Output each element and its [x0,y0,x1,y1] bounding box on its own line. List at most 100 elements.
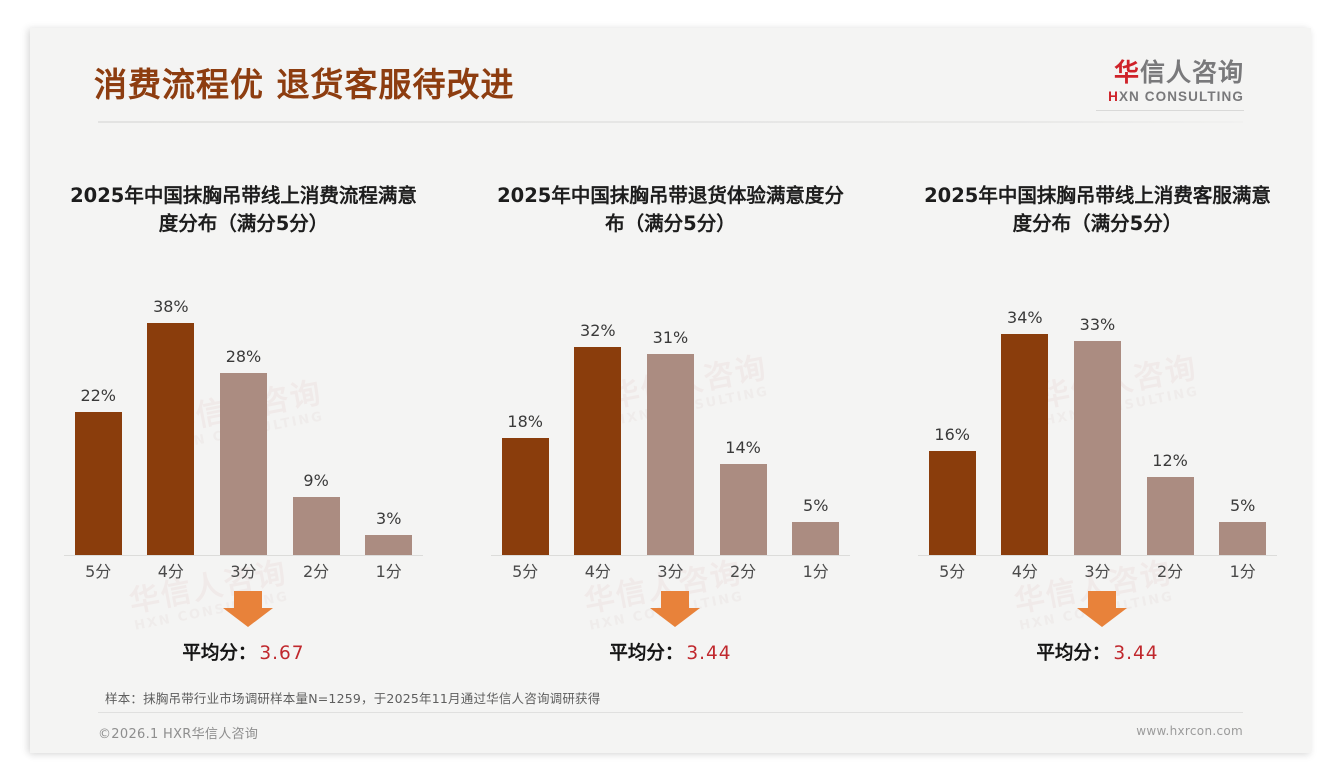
x-tick-label: 5分 [512,562,539,581]
down-arrow-icon [221,591,275,627]
bar[interactable] [1146,477,1194,555]
x-tick-label: 2分 [729,562,757,581]
header-divider [98,121,1243,123]
average-score-label: 平均分： [609,643,684,664]
bar[interactable] [574,347,622,555]
x-tick-label: 2分 [303,562,330,581]
bar-column: 31% [636,297,704,555]
bar-value-label: 28% [225,347,262,366]
bar-column: 16% [918,297,986,555]
average-score: 平均分： 3.44 [457,639,884,665]
bar-column: 34% [991,297,1059,555]
average-score: 平均分： 3.44 [884,639,1311,665]
page-title: 消费流程优 退货客服待改进 [94,65,515,104]
bar-group: 18% 32% 31% 14% [491,297,850,555]
bar[interactable] [365,535,413,555]
x-tick-label: 5分 [939,562,966,581]
chart-panel-return-experience: 2025年中国抹胸吊带退货体验满意度分布（满分5分） 18% 32% 31% [457,154,884,674]
plot-area: 18% 32% 31% 14% [457,266,884,556]
bar-value-label: 33% [1079,315,1116,334]
x-tick-label: 2分 [1156,562,1184,581]
average-score-label: 平均分： [1036,643,1111,664]
bar[interactable] [292,497,340,555]
bar-column: 28% [209,297,277,555]
x-tick-label: 3分 [230,562,257,581]
logo-english-rest: XN CONSULTING [1118,89,1244,104]
bar[interactable] [1001,334,1049,555]
average-score-label: 平均分： [182,643,257,664]
bar-column: 32% [564,297,632,555]
bar-group: 22% 38% 28% 9% [64,297,423,555]
bar-column: 38% [137,297,205,555]
bar[interactable] [928,451,976,555]
chart-panel-customer-service: 2025年中国抹胸吊带线上消费客服满意度分布（满分5分） 16% 34% 33% [884,154,1311,674]
plot-area: 16% 34% 33% 12% [884,266,1311,556]
x-axis-tick-labels: 5分 4分 3分 2分 1分 [64,558,423,582]
logo-chinese: 华信人咨询 [1096,60,1244,85]
slide-header: 消费流程优 退货客服待改进 华信人咨询 HXN CONSULTING [30,28,1311,121]
bar[interactable] [74,412,122,555]
bar-value-label: 32% [580,321,616,340]
bar-column: 9% [282,297,350,555]
chart-panel-consumption-process: 2025年中国抹胸吊带线上消费流程满意度分布（满分5分） 22% 38% 28% [30,154,457,674]
bar[interactable] [501,438,549,555]
bar-value-label: 34% [1007,308,1043,327]
bar-value-label: 5% [1230,496,1256,515]
bar[interactable] [1073,341,1121,555]
bar[interactable] [792,522,840,555]
chart-title: 2025年中国抹胸吊带线上消费客服满意度分布（满分5分） [924,184,1271,235]
bar-column: 3% [355,297,423,555]
x-tick-label: 1分 [802,562,829,581]
bar-column: 18% [491,297,559,555]
bar-column: 5% [782,297,850,555]
website-link[interactable]: www.hxrcon.com [1136,724,1243,738]
average-score: 平均分： 3.67 [30,639,457,665]
x-axis-line [918,555,1277,556]
chart-title: 2025年中国抹胸吊带退货体验满意度分布（满分5分） [497,184,844,235]
charts-row: 2025年中国抹胸吊带线上消费流程满意度分布（满分5分） 22% 38% 28% [30,154,1311,674]
down-arrow-icon [1075,591,1129,627]
logo-english-accent: H [1108,89,1119,104]
logo-english: HXN CONSULTING [1096,90,1244,104]
x-axis-line [491,555,850,556]
logo-chinese-rest: 信人咨询 [1139,58,1244,87]
bar-value-label: 16% [934,425,970,444]
brand-logo: 华信人咨询 HXN CONSULTING [1096,60,1244,111]
bar-value-label: 12% [1152,451,1188,470]
bar-column: 22% [64,297,132,555]
bar-value-label: 31% [652,328,689,347]
logo-underline [1096,109,1244,111]
x-tick-label: 5分 [85,562,112,581]
bar[interactable] [147,323,195,555]
bar-value-label: 14% [725,438,761,457]
footer-divider [98,712,1243,713]
x-tick-label: 3分 [1084,562,1111,581]
x-tick-label: 1分 [1229,562,1256,581]
x-tick-label: 4分 [584,562,611,581]
down-arrow-icon [648,591,702,627]
slide-canvas: 华信人咨询 HXN CONSULTING 华信人咨询 HXN CONSULTIN… [30,28,1311,753]
bar[interactable] [719,464,767,555]
bar-value-label: 22% [80,386,116,405]
bar-value-label: 18% [507,412,543,431]
source-note: 样本：抹胸吊带行业市场调研样本量N=1259，于2025年11月通过华信人咨询调… [105,691,601,706]
bar-column: 5% [1209,297,1277,555]
average-score-value: 3.44 [1113,643,1159,664]
average-score-value: 3.67 [259,643,305,664]
bar-value-label: 38% [153,297,189,316]
x-tick-label: 4分 [157,562,184,581]
x-tick-label: 3分 [657,562,684,581]
x-axis-tick-labels: 5分 4分 3分 2分 1分 [491,558,850,582]
bar-value-label: 3% [376,509,402,528]
x-tick-label: 4分 [1011,562,1038,581]
bar-column: 12% [1136,297,1204,555]
plot-area: 22% 38% 28% 9% [30,266,457,556]
bar[interactable] [219,373,267,555]
bar[interactable] [646,354,694,555]
average-score-value: 3.44 [686,643,732,664]
x-axis-tick-labels: 5分 4分 3分 2分 1分 [918,558,1277,582]
bar-group: 16% 34% 33% 12% [918,297,1277,555]
bar-column: 14% [709,297,777,555]
bar-value-label: 5% [803,496,829,515]
bar[interactable] [1219,522,1267,555]
